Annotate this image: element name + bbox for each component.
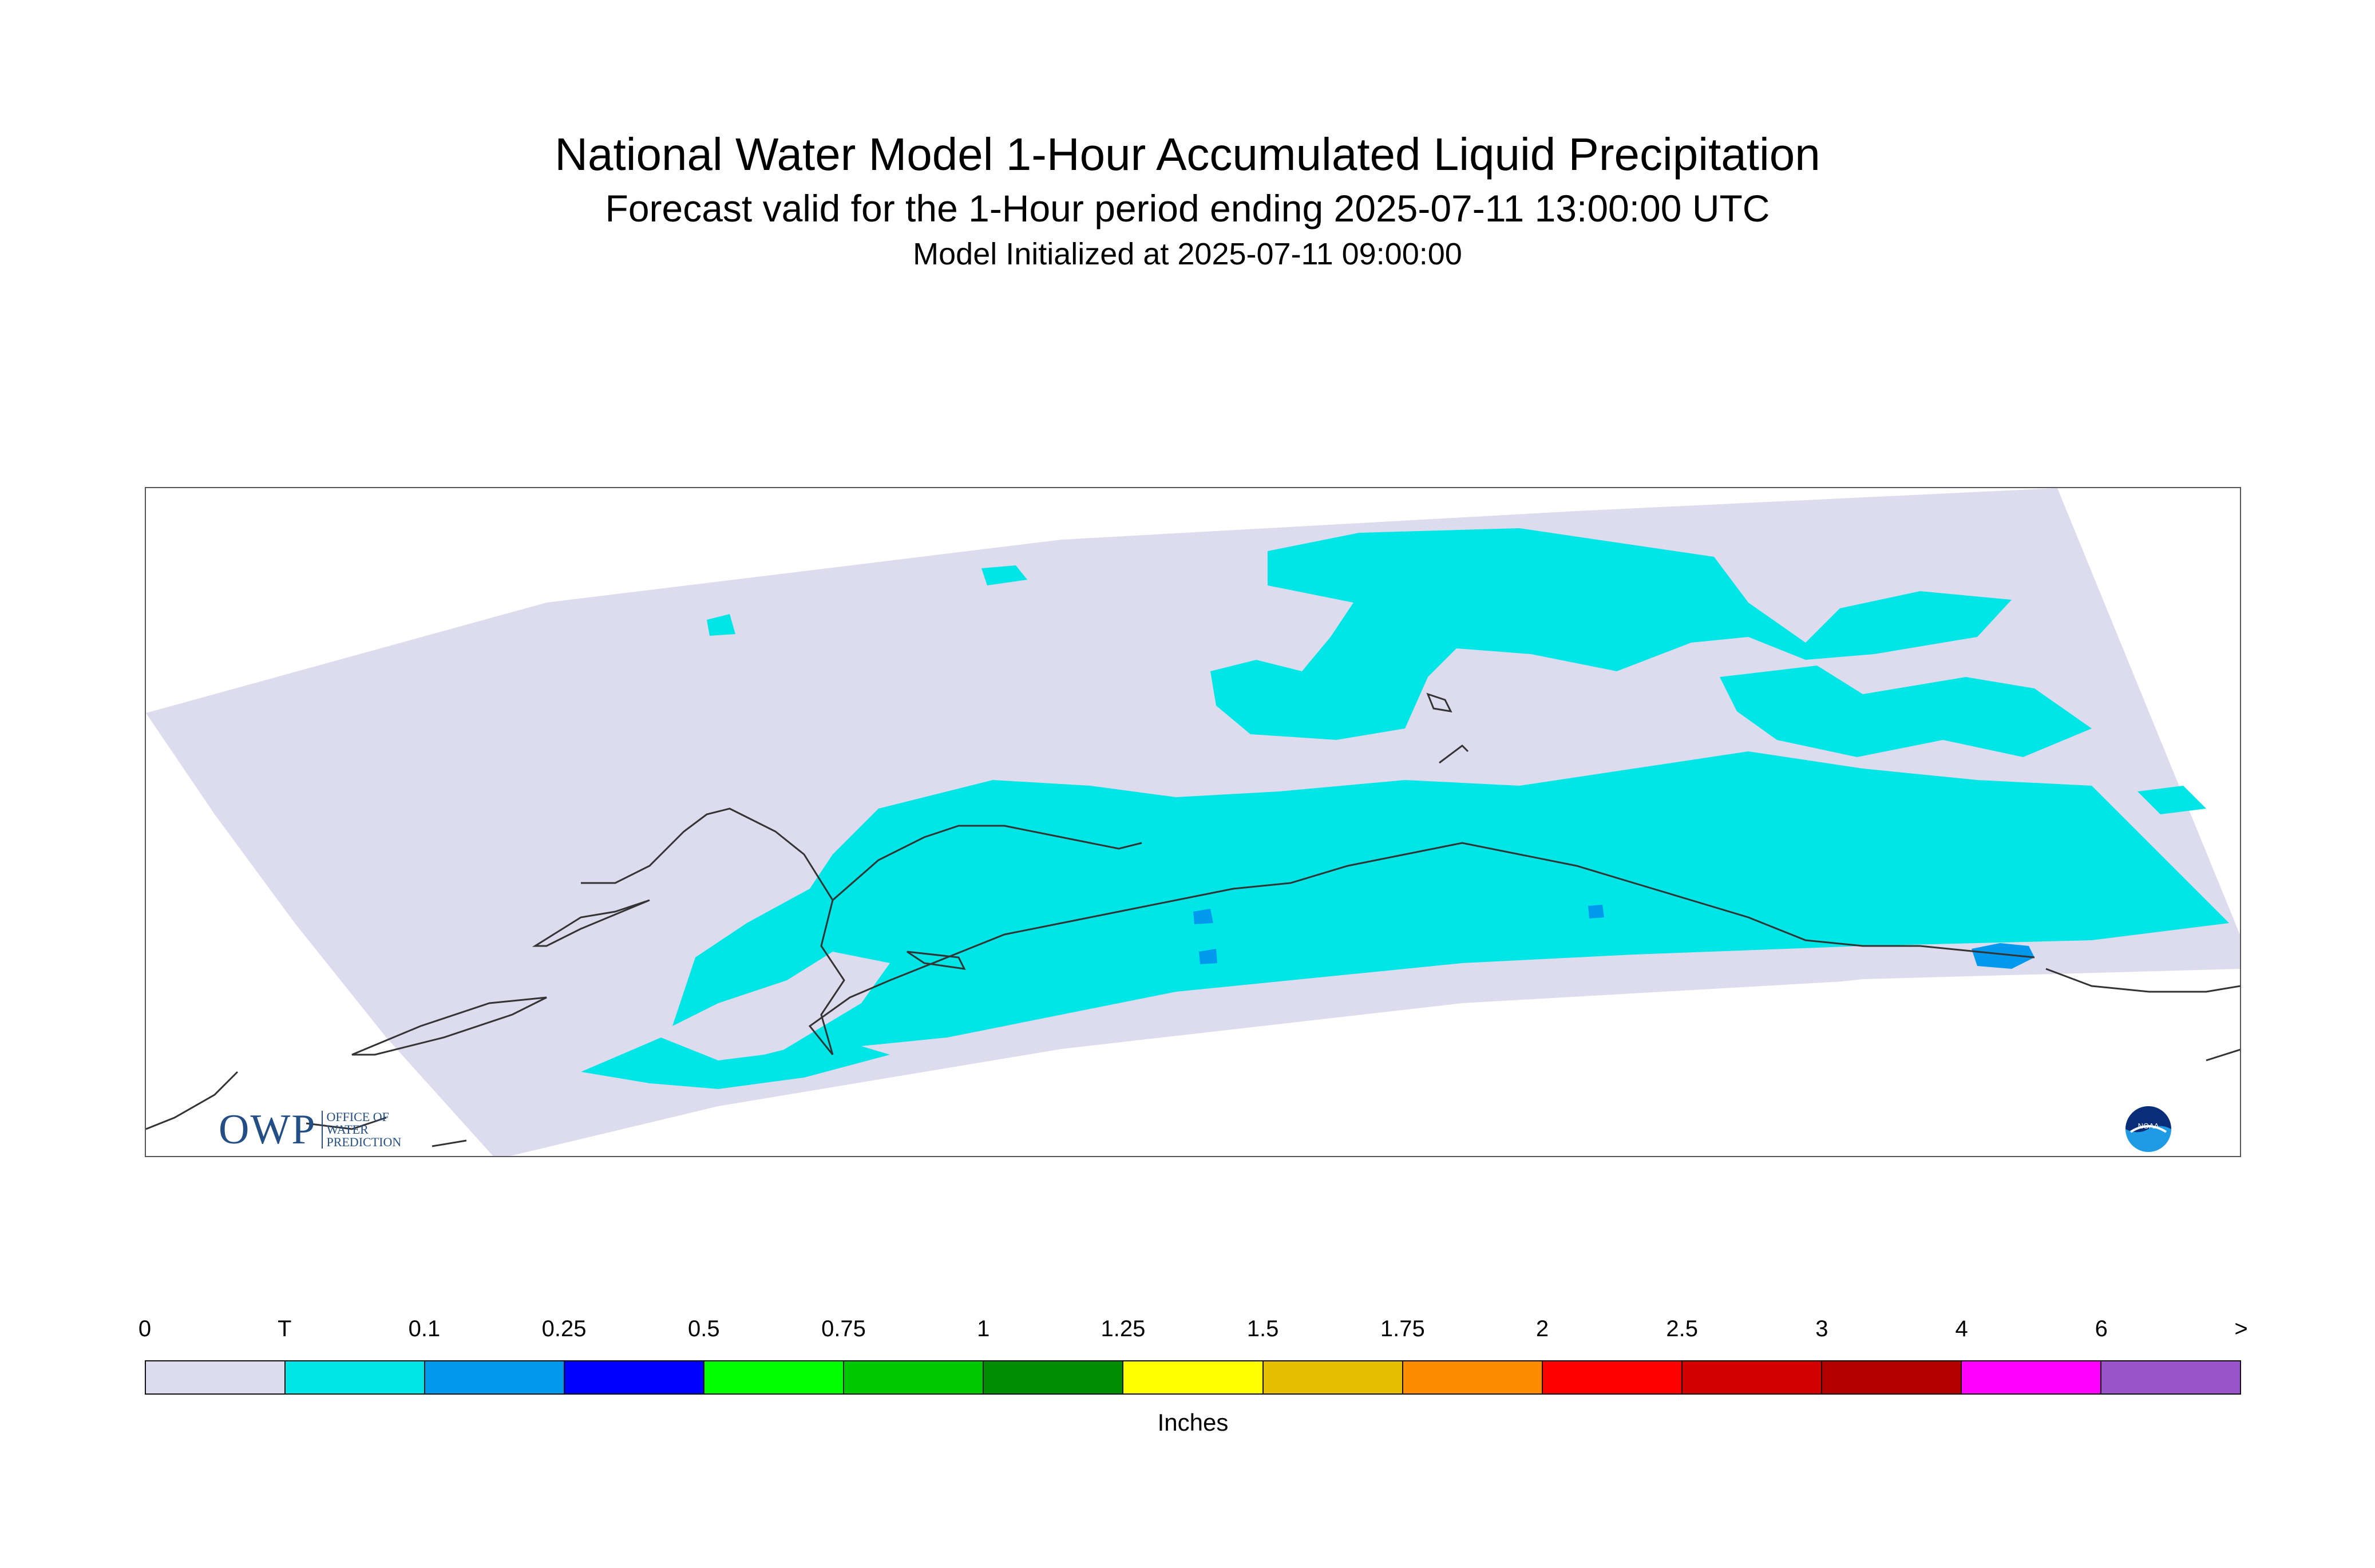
map-panel: OWP Office of Water Prediction NOAA (145, 487, 2241, 1157)
colorbar-tick-label: 0 (138, 1316, 152, 1341)
colorbar (145, 1360, 2241, 1395)
colorbar-labels: 0 T 0.1 0.25 0.5 0.75 1 1.25 1.5 1.75 2 2.5 3 4 6 > (0, 1316, 2375, 1351)
colorbar-cell (1820, 1360, 1962, 1395)
colorbar-tick-label: 1.25 (1101, 1316, 1146, 1341)
colorbar-tick-label: 0.25 (541, 1316, 587, 1341)
colorbar-tick-label: 0.1 (408, 1316, 441, 1341)
colorbar-tick-label: 0.75 (821, 1316, 866, 1341)
colorbar-tick-label: T (277, 1316, 292, 1341)
owp-logo-text: Office of Water Prediction (322, 1111, 401, 1149)
map-subtitle: Forecast valid for the 1-Hour period end… (605, 187, 1770, 229)
colorbar-tick-label: 4 (1955, 1316, 1968, 1341)
colorbar-tick-label: 2 (1535, 1316, 1549, 1341)
colorbar-cell (843, 1360, 984, 1395)
trace-precip-areas (581, 528, 2229, 1089)
light-precip-areas (1193, 905, 2034, 969)
colorbar-tick-label: 1.75 (1380, 1316, 1425, 1341)
colorbar-tick-label: > (2234, 1316, 2248, 1341)
colorbar-cell (983, 1360, 1124, 1395)
colorbar-cell (1960, 1360, 2101, 1395)
title-block: National Water Model 1-Hour Accumulated … (0, 126, 2375, 275)
colorbar-tick-label: 0.5 (687, 1316, 720, 1341)
colorbar-cell (1262, 1360, 1403, 1395)
model-init-line: Model Initialized at 2025-07-11 09:00:00 (913, 237, 1462, 271)
colorbar-units: Inches (1157, 1409, 1229, 1436)
noaa-logo: NOAA (2125, 1106, 2171, 1152)
owp-logo-mark: OWP (219, 1106, 316, 1153)
colorbar-tick-label: 2.5 (1666, 1316, 1698, 1341)
precip-map (146, 488, 2240, 1156)
outside-domain-land (1748, 969, 2240, 1156)
colorbar-cell (424, 1360, 565, 1395)
colorbar-cell (1681, 1360, 1822, 1395)
colorbar-cell (1402, 1360, 1543, 1395)
map-title: National Water Model 1-Hour Accumulated … (555, 129, 1820, 180)
colorbar-tick-label: 3 (1815, 1316, 1828, 1341)
noaa-logo-text: NOAA (2138, 1122, 2159, 1130)
colorbar-cell (145, 1360, 286, 1395)
colorbar-cell (2100, 1360, 2241, 1395)
colorbar-cell (703, 1360, 845, 1395)
colorbar-tick-label: 6 (2095, 1316, 2108, 1341)
colorbar-cell (1122, 1360, 1264, 1395)
coastlines (146, 692, 2240, 1147)
colorbar-tick-label: 1 (977, 1316, 990, 1341)
colorbar-cell (1541, 1360, 1683, 1395)
outside-domain-west (146, 713, 493, 1156)
colorbar-tick-label: 1.5 (1246, 1316, 1279, 1341)
colorbar-cell (564, 1360, 705, 1395)
owp-logo: OWP Office of Water Prediction (219, 1108, 401, 1151)
colorbar-cell (284, 1360, 426, 1395)
